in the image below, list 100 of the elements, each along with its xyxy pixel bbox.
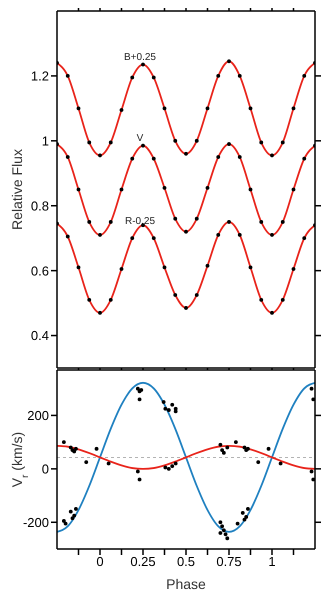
y-tick-label: 200 <box>27 408 49 424</box>
y-tick-label: 0 <box>42 461 49 476</box>
point <box>246 507 250 511</box>
point <box>206 186 210 190</box>
point <box>270 154 274 158</box>
point <box>311 478 315 482</box>
point <box>70 516 74 520</box>
x-tick-label: 1 <box>268 554 276 570</box>
point <box>170 464 174 468</box>
point <box>68 510 73 514</box>
point <box>259 220 264 224</box>
point <box>225 446 230 450</box>
point <box>227 220 231 224</box>
point <box>74 507 78 511</box>
point <box>138 478 142 482</box>
point <box>130 76 134 80</box>
point <box>138 397 142 402</box>
annotation: V <box>136 133 144 144</box>
point <box>222 528 226 532</box>
point <box>270 233 274 237</box>
point <box>106 462 110 466</box>
point <box>68 446 73 450</box>
y-axis-title: Relative Flux <box>9 149 25 230</box>
point <box>240 511 245 515</box>
point <box>152 76 156 80</box>
point <box>206 264 210 268</box>
point <box>162 186 166 190</box>
y-tick-label: 0.8 <box>30 198 49 214</box>
point <box>108 220 113 224</box>
point <box>174 462 178 466</box>
point <box>248 106 252 110</box>
point <box>238 74 242 78</box>
point <box>220 448 224 452</box>
line-series <box>57 60 315 156</box>
point <box>74 446 78 451</box>
point <box>244 515 248 519</box>
y-tick-label: -200 <box>22 514 49 530</box>
x-tick-label: 0.25 <box>130 554 156 570</box>
y-tick-label: 0.4 <box>30 328 49 344</box>
point <box>120 108 124 112</box>
point <box>108 140 113 144</box>
point <box>84 460 88 464</box>
point <box>259 140 264 144</box>
point <box>218 520 222 524</box>
point <box>227 142 231 146</box>
point <box>242 446 246 450</box>
point <box>162 106 166 110</box>
point <box>184 230 188 234</box>
point <box>220 524 224 528</box>
point <box>72 514 76 518</box>
x-tick-label: 0 <box>96 554 104 570</box>
point <box>136 470 140 474</box>
point <box>87 140 92 144</box>
point <box>166 466 171 471</box>
point <box>87 220 92 224</box>
point <box>194 293 199 297</box>
annotation: B+0.25 <box>124 52 156 63</box>
point <box>266 446 270 451</box>
point <box>184 306 188 310</box>
point <box>66 155 70 159</box>
point <box>206 106 210 110</box>
point <box>218 442 222 447</box>
point <box>130 156 134 161</box>
point <box>62 519 66 523</box>
point <box>173 216 178 221</box>
point <box>66 234 70 238</box>
point <box>194 216 199 221</box>
point <box>280 140 285 144</box>
x-tick-label: 0.75 <box>216 554 242 570</box>
point <box>166 408 171 412</box>
point <box>310 386 314 391</box>
point <box>94 446 98 451</box>
point <box>218 531 222 535</box>
point <box>227 59 231 64</box>
point <box>216 74 220 78</box>
point <box>152 156 156 161</box>
point <box>292 188 296 192</box>
point <box>248 188 252 192</box>
point <box>225 536 230 540</box>
point <box>224 532 228 536</box>
point <box>238 155 242 159</box>
point <box>173 138 178 143</box>
point <box>216 233 220 237</box>
point <box>173 293 178 297</box>
point <box>292 106 296 110</box>
point <box>76 188 80 192</box>
point <box>302 156 306 161</box>
y-tick-label: 1 <box>42 133 49 148</box>
point <box>194 138 199 143</box>
point <box>98 233 102 237</box>
point <box>130 236 134 240</box>
point <box>62 440 66 444</box>
point <box>270 310 274 315</box>
point <box>234 440 238 444</box>
x-tick-label: 0.5 <box>176 554 196 570</box>
point <box>76 265 80 270</box>
y-tick-label: 1.2 <box>30 68 49 84</box>
point <box>256 460 260 464</box>
point <box>108 298 113 302</box>
annotation: R-0.25 <box>124 216 156 227</box>
